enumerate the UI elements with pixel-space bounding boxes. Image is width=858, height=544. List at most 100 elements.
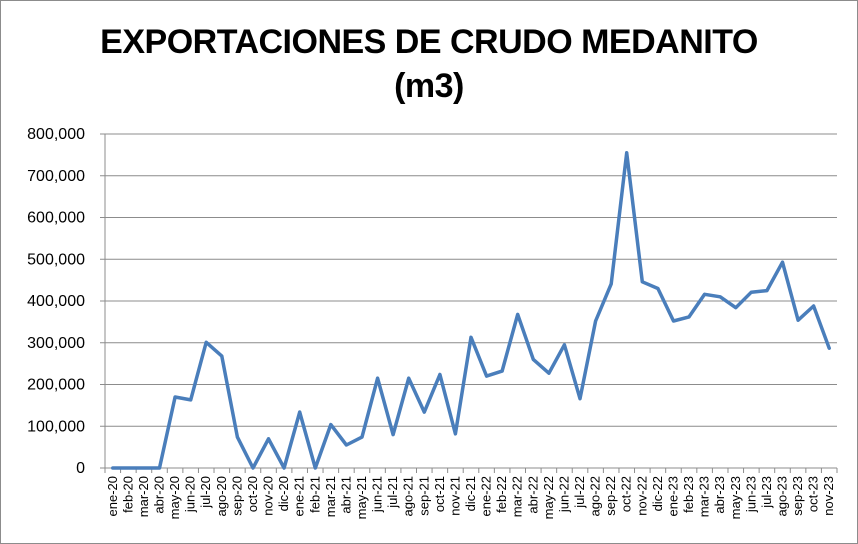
- x-tick-label: mar-21: [323, 476, 338, 517]
- x-tick-label: mar-23: [697, 476, 712, 517]
- x-tick-label: may-22: [541, 476, 556, 519]
- data-point: [485, 374, 489, 378]
- data-point: [267, 437, 271, 441]
- data-point: [780, 260, 784, 264]
- x-tick-label: ago-23: [774, 476, 789, 516]
- y-tick-label: 700,000: [27, 168, 85, 185]
- y-tick-label: 600,000: [27, 210, 85, 227]
- x-tick-label: jun-21: [370, 476, 385, 513]
- data-point: [656, 286, 660, 290]
- x-tick-label: abr-20: [152, 476, 167, 514]
- x-tick-label: nov-20: [261, 476, 276, 516]
- data-point: [640, 280, 644, 284]
- x-tick-label: jul-22: [572, 476, 587, 509]
- y-axis-tick-labels: 0 100,000 200,000 300,000 400,000 500,000 600,…: [27, 126, 85, 477]
- data-point: [126, 466, 130, 470]
- data-point: [531, 357, 535, 361]
- x-tick-label: sep-20: [229, 476, 244, 516]
- data-point: [111, 466, 115, 470]
- data-point: [158, 466, 162, 470]
- series-line: [111, 151, 831, 470]
- x-tick-label: jul-21: [385, 476, 400, 509]
- data-point: [812, 304, 816, 308]
- data-point: [282, 466, 286, 470]
- data-point: [562, 343, 566, 347]
- x-tick-label: dic-21: [463, 476, 478, 511]
- data-point: [298, 410, 302, 414]
- data-point: [142, 466, 146, 470]
- data-point: [204, 340, 208, 344]
- x-tick-label: nov-23: [821, 476, 836, 516]
- x-tick-label: jun-20: [183, 476, 198, 513]
- data-point: [407, 376, 411, 380]
- x-tick-label: jun-23: [743, 476, 758, 513]
- x-tick-label: sep-22: [603, 476, 618, 516]
- x-tick-label: ene-23: [665, 476, 680, 516]
- x-tick-label: oct-20: [245, 476, 260, 512]
- data-point: [547, 371, 551, 375]
- y-tick-label: 300,000: [27, 335, 85, 352]
- data-point: [173, 395, 177, 399]
- x-tick-label: feb-22: [494, 476, 509, 513]
- data-point: [189, 398, 193, 402]
- x-tick-label: oct-21: [432, 476, 447, 512]
- x-tick-label: may-23: [728, 476, 743, 519]
- y-tick-label: 100,000: [27, 418, 85, 435]
- x-tick-label: may-20: [167, 476, 182, 519]
- data-point: [609, 282, 613, 286]
- data-point: [220, 354, 224, 358]
- x-axis-tick-labels: ene-20 feb-20 mar-20 abr-20 may-20 jun-20 jul-…: [105, 476, 836, 519]
- y-tick-label: 0: [76, 460, 85, 477]
- x-tick-label: mar-22: [510, 476, 525, 517]
- data-point: [796, 318, 800, 322]
- x-tick-label: ene-21: [292, 476, 307, 516]
- x-tick-label: abr-23: [712, 476, 727, 514]
- x-tick-label: sep-21: [416, 476, 431, 516]
- data-point: [687, 315, 691, 319]
- data-point: [594, 319, 598, 323]
- data-point: [734, 306, 738, 310]
- x-tick-label: dic-22: [650, 476, 665, 511]
- data-point: [360, 435, 364, 439]
- x-tick-label: ene-20: [105, 476, 120, 516]
- data-point: [671, 319, 675, 323]
- x-tick-label: sep-23: [790, 476, 805, 516]
- x-tick-label: feb-20: [120, 476, 135, 513]
- series-exports: [111, 151, 831, 470]
- x-tick-label: jun-22: [556, 476, 571, 513]
- x-tick-label: jul-20: [198, 476, 213, 509]
- x-tick-label: jul-23: [759, 476, 774, 509]
- data-point: [329, 423, 333, 427]
- data-point: [703, 292, 707, 296]
- chart-title-unit: (m3): [394, 67, 464, 105]
- x-tick-label: ene-22: [479, 476, 494, 516]
- x-tick-label: nov-21: [447, 476, 462, 516]
- y-tick-label: 200,000: [27, 377, 85, 394]
- y-tick-label: 400,000: [27, 293, 85, 310]
- data-point: [469, 335, 473, 339]
- x-tick-label: dic-20: [276, 476, 291, 511]
- data-point: [625, 151, 629, 155]
- data-point: [344, 443, 348, 447]
- x-tick-label: mar-20: [136, 476, 151, 517]
- x-tick-label: ago-21: [401, 476, 416, 516]
- data-point: [827, 346, 831, 350]
- data-point: [235, 435, 239, 439]
- data-point: [313, 466, 317, 470]
- chart-title: EXPORTACIONES DE CRUDO MEDANITO: [100, 23, 758, 61]
- data-point: [251, 466, 255, 470]
- data-point: [376, 376, 380, 380]
- y-tick-label: 800,000: [27, 126, 85, 143]
- x-tick-label: oct-23: [806, 476, 821, 512]
- y-tick-label: 500,000: [27, 251, 85, 268]
- data-point: [500, 369, 504, 373]
- data-point: [391, 433, 395, 437]
- gridlines: [105, 133, 837, 427]
- x-tick-label: oct-22: [619, 476, 634, 512]
- data-point: [422, 410, 426, 414]
- data-point: [765, 289, 769, 293]
- x-tick-label: abr-22: [525, 476, 540, 514]
- data-point: [578, 397, 582, 401]
